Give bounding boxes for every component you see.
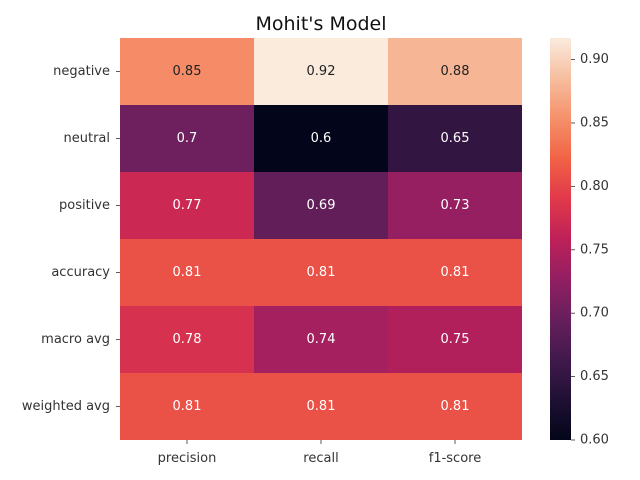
heatmap-cell-1-1 bbox=[254, 105, 388, 172]
colorbar-tick-label: 0.90 bbox=[580, 52, 609, 67]
heatmap-cell-3-0 bbox=[120, 239, 254, 306]
heatmap-cell-0-1 bbox=[254, 38, 388, 105]
row-label: neutral bbox=[64, 131, 111, 146]
heatmap-cell-2-1 bbox=[254, 172, 388, 239]
row-label: negative bbox=[53, 64, 110, 79]
heatmap-cell-3-1 bbox=[254, 239, 388, 306]
cell-value-label: 0.85 bbox=[173, 64, 202, 79]
row-label: accuracy bbox=[51, 265, 110, 280]
cell-value-label: 0.7 bbox=[177, 131, 198, 146]
row-label: weighted avg bbox=[22, 399, 110, 414]
row-label: macro avg bbox=[41, 332, 110, 347]
column-label: recall bbox=[303, 451, 338, 466]
colorbar-ticks: 0.60 0.65 0.70 0.75 0.80 0.85 0.90 bbox=[571, 52, 609, 448]
heatmap-cell-1-0 bbox=[120, 105, 254, 172]
cell-value-label: 0.81 bbox=[307, 399, 336, 414]
cell-value-label: 0.88 bbox=[441, 64, 470, 79]
colorbar-tick-label: 0.70 bbox=[580, 306, 609, 321]
colorbar-tick-label: 0.85 bbox=[580, 115, 609, 130]
column-label: f1-score bbox=[429, 451, 481, 466]
cell-value-label: 0.69 bbox=[307, 198, 336, 213]
column-labels: precision recall f1-score bbox=[158, 440, 481, 466]
cell-value-label: 0.77 bbox=[173, 198, 202, 213]
cell-value-label: 0.81 bbox=[441, 265, 470, 280]
cell-value-label: 0.73 bbox=[441, 198, 470, 213]
colorbar-tick-label: 0.60 bbox=[580, 433, 609, 448]
heatmap-cells: 0.85 0.92 0.88 0.7 0.6 0.65 0.77 0.69 0.73 0.81 0.… bbox=[120, 38, 522, 440]
row-labels: negative neutral positive accuracy macro avg… bbox=[22, 64, 120, 414]
heatmap-cell-5-0 bbox=[120, 373, 254, 440]
heatmap-cell-5-2 bbox=[388, 373, 522, 440]
colorbar-tick-label: 0.65 bbox=[580, 369, 609, 384]
cell-value-label: 0.81 bbox=[173, 399, 202, 414]
cell-value-label: 0.81 bbox=[441, 399, 470, 414]
cell-value-label: 0.92 bbox=[307, 64, 336, 79]
cell-value-label: 0.6 bbox=[311, 131, 332, 146]
heatmap-cell-1-2 bbox=[388, 105, 522, 172]
heatmap-cell-2-2 bbox=[388, 172, 522, 239]
cell-value-label: 0.81 bbox=[307, 265, 336, 280]
cell-value-label: 0.78 bbox=[173, 332, 202, 347]
heatmap-cell-2-0 bbox=[120, 172, 254, 239]
heatmap-cell-5-1 bbox=[254, 373, 388, 440]
heatmap-cell-4-2 bbox=[388, 306, 522, 373]
cell-value-label: 0.81 bbox=[173, 265, 202, 280]
heatmap-cell-4-0 bbox=[120, 306, 254, 373]
cell-value-label: 0.74 bbox=[307, 332, 336, 347]
colorbar-gradient bbox=[550, 38, 571, 440]
column-label: precision bbox=[158, 451, 217, 466]
chart-title: Mohit's Model bbox=[256, 13, 387, 35]
heatmap-cell-0-0 bbox=[120, 38, 254, 105]
row-label: positive bbox=[59, 198, 110, 213]
cell-value-label: 0.65 bbox=[441, 131, 470, 146]
heatmap-cell-4-1 bbox=[254, 306, 388, 373]
heatmap-cell-0-2 bbox=[388, 38, 522, 105]
colorbar-tick-label: 0.80 bbox=[580, 179, 609, 194]
cell-value-label: 0.75 bbox=[441, 332, 470, 347]
colorbar bbox=[550, 38, 571, 440]
heatmap-cell-3-2 bbox=[388, 239, 522, 306]
colorbar-tick-label: 0.75 bbox=[580, 242, 609, 257]
